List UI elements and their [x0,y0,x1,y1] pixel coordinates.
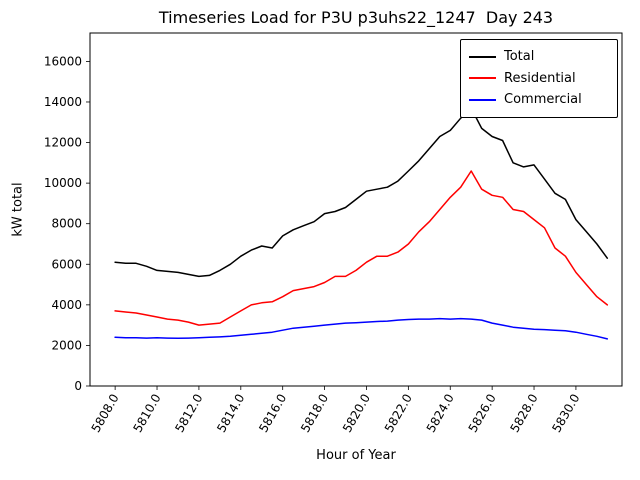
svg-text:14000: 14000 [44,95,82,109]
legend-label-total: Total [504,49,535,64]
svg-text:16000: 16000 [44,54,82,68]
svg-text:5810.0: 5810.0 [130,392,163,435]
svg-text:5828.0: 5828.0 [508,392,541,435]
y-axis-label: kW total [10,182,26,237]
legend-item-commercial: Commercial [469,89,607,111]
svg-text:12000: 12000 [44,136,82,150]
legend-swatch-1 [469,77,496,80]
svg-text:5808.0: 5808.0 [89,392,122,435]
svg-text:5826.0: 5826.0 [466,392,499,435]
svg-text:5822.0: 5822.0 [382,392,415,435]
legend-label-residential: Residential [504,70,576,86]
chart-title: Timeseries Load for P3U p3uhs22_1247 Day… [158,8,554,27]
legend-label-commercial: Commercial [504,92,582,108]
svg-text:5824.0: 5824.0 [424,392,457,435]
legend: Total Residential Commercial [460,39,618,118]
legend-item-residential: Residential [469,68,607,90]
svg-text:5812.0: 5812.0 [172,392,205,435]
svg-text:2000: 2000 [51,338,82,352]
svg-text:10000: 10000 [44,176,82,190]
svg-text:5816.0: 5816.0 [256,392,289,435]
svg-text:0: 0 [74,379,82,393]
legend-swatch-0 [469,55,496,58]
x-axis-label: Hour of Year [316,448,396,463]
legend-item-total: Total [469,46,607,68]
svg-text:5814.0: 5814.0 [214,392,247,435]
svg-text:5820.0: 5820.0 [340,392,373,435]
svg-text:6000: 6000 [51,257,82,271]
svg-text:4000: 4000 [51,298,82,312]
svg-text:5818.0: 5818.0 [298,392,331,435]
svg-text:5830.0: 5830.0 [549,392,582,435]
legend-swatch-2 [469,98,496,101]
svg-text:8000: 8000 [51,217,82,231]
